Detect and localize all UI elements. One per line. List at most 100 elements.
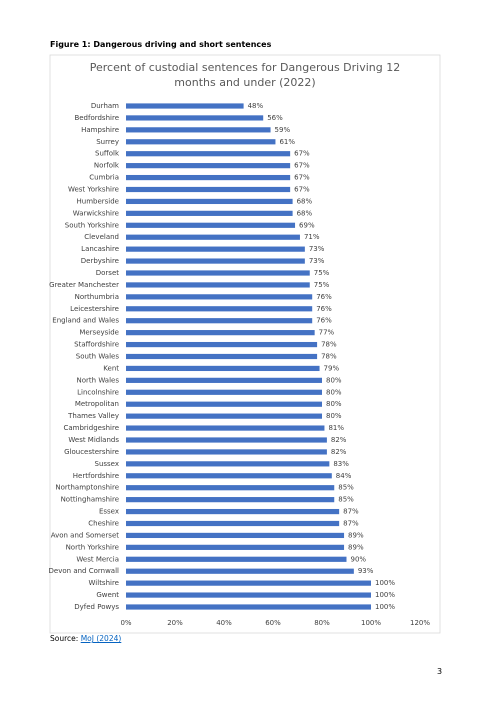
value-label: 89%: [348, 531, 364, 539]
bar: [126, 580, 371, 586]
bar: [126, 485, 335, 491]
value-label: 100%: [375, 579, 395, 587]
y-tick-label: Gwent: [96, 591, 119, 599]
value-label: 79%: [324, 364, 340, 372]
y-tick-label: Staffordshire: [74, 341, 119, 349]
bar: [126, 270, 310, 276]
y-tick-label: Derbyshire: [81, 257, 119, 265]
value-label: 78%: [321, 353, 337, 361]
value-label: 85%: [338, 484, 354, 492]
y-tick-label: Thames Valley: [67, 412, 119, 420]
y-tick-label: Gloucestershire: [64, 448, 119, 456]
value-label: 80%: [326, 412, 342, 420]
y-tick-label: Cumbria: [89, 174, 119, 182]
y-tick-label: West Midlands: [68, 436, 119, 444]
bar: [126, 353, 318, 360]
value-label: 89%: [348, 543, 364, 551]
y-tick-label: Surrey: [96, 138, 119, 146]
bar: [126, 604, 371, 610]
bar: [126, 222, 296, 228]
y-tick-label: Devon and Cornwall: [49, 567, 119, 575]
value-label: 56%: [267, 114, 283, 122]
bar: [126, 174, 291, 181]
bar: [126, 568, 354, 574]
value-label: 87%: [343, 520, 359, 528]
chart-title: Percent of custodial sentences for Dange…: [89, 61, 401, 89]
y-tick-label: Cheshire: [88, 520, 119, 528]
x-tick-label: 40%: [216, 619, 232, 627]
source-link[interactable]: MoJ (2024): [80, 634, 122, 643]
value-label: 67%: [294, 174, 310, 182]
value-label: 80%: [326, 388, 342, 396]
bar: [126, 401, 322, 407]
value-label: 76%: [316, 293, 332, 301]
bar: [126, 163, 291, 169]
value-label: 84%: [336, 472, 352, 480]
y-tick-label: Hampshire: [81, 126, 119, 134]
y-tick-label: Avon and Somerset: [51, 531, 120, 539]
value-label: 59%: [275, 126, 291, 134]
bar: [126, 151, 291, 157]
y-tick-label: Kent: [103, 364, 119, 372]
x-tick-label: 20%: [167, 619, 183, 627]
y-tick-label: Lincolnshire: [77, 388, 119, 396]
value-label: 73%: [309, 245, 325, 253]
value-label: 69%: [299, 221, 315, 229]
y-tick-label: Dorset: [96, 269, 120, 277]
bar: [126, 389, 322, 395]
y-tick-label: Northumbria: [75, 293, 119, 301]
bar: [126, 330, 315, 336]
y-tick-label: Cambridgeshire: [63, 424, 119, 432]
bar: [126, 437, 327, 443]
bar: [126, 341, 318, 348]
value-label: 82%: [331, 448, 347, 456]
bar: [126, 246, 305, 252]
bar: [126, 103, 244, 109]
value-label: 78%: [321, 341, 337, 349]
y-tick-label: Leicestershire: [70, 305, 119, 313]
y-tick-label: Essex: [99, 508, 119, 516]
value-label: 100%: [375, 591, 395, 599]
value-label: 61%: [279, 138, 295, 146]
source: Source: MoJ (2024): [50, 634, 121, 643]
x-tick-label: 60%: [265, 619, 281, 627]
value-label: 48%: [248, 102, 264, 110]
y-tick-label: Humberside: [77, 197, 120, 205]
bar: [126, 413, 322, 419]
bar: [126, 294, 313, 300]
bar: [126, 425, 325, 431]
value-label: 67%: [294, 150, 310, 158]
bar: [126, 139, 276, 145]
x-tick-label: 0%: [120, 619, 131, 627]
y-tick-label: Merseyside: [79, 329, 119, 337]
y-tick-label: Nottinghamshire: [61, 496, 119, 504]
value-label: 71%: [304, 233, 320, 241]
value-label: 75%: [314, 281, 330, 289]
bar: [126, 544, 345, 550]
source-prefix: Source:: [50, 634, 79, 643]
bar: [126, 365, 320, 372]
value-label: 75%: [314, 269, 330, 277]
y-tick-label: Cleveland: [84, 233, 119, 241]
y-tick-label: Norfolk: [94, 162, 120, 170]
value-label: 93%: [358, 567, 374, 575]
y-tick-label: South Yorkshire: [65, 221, 119, 229]
bar: [126, 282, 310, 288]
y-tick-label: Bedfordshire: [74, 114, 119, 122]
y-tick-label: North Wales: [77, 376, 120, 384]
bar: [126, 198, 293, 205]
y-tick-label: England and Wales: [52, 317, 119, 325]
y-tick-label: Northamptonshire: [55, 484, 119, 492]
value-label: 67%: [294, 186, 310, 194]
page-number: 3: [437, 667, 443, 676]
bar: [126, 592, 371, 598]
value-label: 83%: [333, 460, 349, 468]
value-label: 81%: [328, 424, 344, 432]
bar: [126, 520, 340, 527]
bar: [126, 377, 322, 383]
y-tick-label: Hertfordshire: [73, 472, 119, 480]
value-label: 85%: [338, 496, 354, 504]
y-tick-label: West Mercia: [76, 555, 119, 563]
